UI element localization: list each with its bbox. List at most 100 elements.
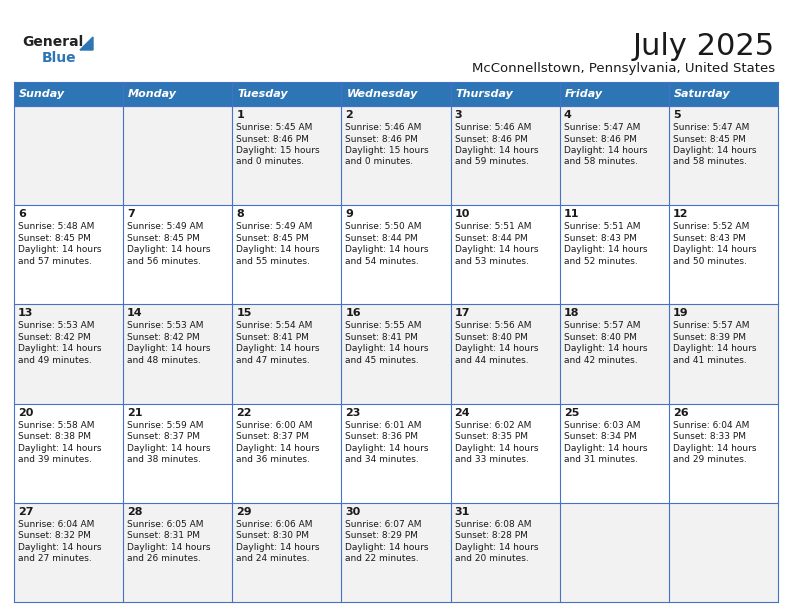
- Text: Sunday: Sunday: [19, 89, 65, 99]
- Text: and 0 minutes.: and 0 minutes.: [236, 157, 304, 166]
- Text: 23: 23: [345, 408, 361, 417]
- Text: and 22 minutes.: and 22 minutes.: [345, 554, 419, 563]
- Text: Sunrise: 5:54 AM: Sunrise: 5:54 AM: [236, 321, 313, 330]
- Text: Sunset: 8:28 PM: Sunset: 8:28 PM: [455, 531, 527, 540]
- Text: Daylight: 14 hours: Daylight: 14 hours: [236, 245, 320, 254]
- Text: Daylight: 14 hours: Daylight: 14 hours: [345, 444, 429, 453]
- Text: Daylight: 14 hours: Daylight: 14 hours: [564, 345, 647, 353]
- Text: 8: 8: [236, 209, 244, 219]
- Text: McConnellstown, Pennsylvania, United States: McConnellstown, Pennsylvania, United Sta…: [472, 62, 775, 75]
- Bar: [14, 106, 778, 205]
- Text: and 39 minutes.: and 39 minutes.: [18, 455, 92, 464]
- Text: Sunrise: 6:04 AM: Sunrise: 6:04 AM: [673, 420, 749, 430]
- Text: Sunrise: 6:07 AM: Sunrise: 6:07 AM: [345, 520, 422, 529]
- Text: Sunset: 8:32 PM: Sunset: 8:32 PM: [18, 531, 91, 540]
- Text: Sunrise: 5:51 AM: Sunrise: 5:51 AM: [455, 222, 531, 231]
- Text: Sunrise: 5:52 AM: Sunrise: 5:52 AM: [673, 222, 749, 231]
- Text: 13: 13: [18, 308, 33, 318]
- Text: 25: 25: [564, 408, 579, 417]
- Text: and 26 minutes.: and 26 minutes.: [128, 554, 201, 563]
- Text: Daylight: 14 hours: Daylight: 14 hours: [673, 146, 756, 155]
- Bar: [123, 82, 232, 106]
- Bar: [14, 503, 778, 602]
- Bar: [669, 82, 778, 106]
- Text: Sunset: 8:46 PM: Sunset: 8:46 PM: [345, 135, 418, 143]
- Text: Sunrise: 5:49 AM: Sunrise: 5:49 AM: [128, 222, 204, 231]
- Text: 10: 10: [455, 209, 470, 219]
- Text: Daylight: 14 hours: Daylight: 14 hours: [455, 245, 538, 254]
- Text: Sunrise: 6:01 AM: Sunrise: 6:01 AM: [345, 420, 422, 430]
- Text: Daylight: 14 hours: Daylight: 14 hours: [18, 444, 101, 453]
- Text: 26: 26: [673, 408, 688, 417]
- Text: 9: 9: [345, 209, 353, 219]
- Bar: [341, 82, 451, 106]
- Text: Sunrise: 6:08 AM: Sunrise: 6:08 AM: [455, 520, 531, 529]
- Text: Daylight: 14 hours: Daylight: 14 hours: [673, 245, 756, 254]
- Text: Sunrise: 6:04 AM: Sunrise: 6:04 AM: [18, 520, 94, 529]
- Text: and 31 minutes.: and 31 minutes.: [564, 455, 638, 464]
- Text: Sunset: 8:42 PM: Sunset: 8:42 PM: [18, 333, 91, 342]
- Text: 6: 6: [18, 209, 26, 219]
- Text: Sunrise: 6:03 AM: Sunrise: 6:03 AM: [564, 420, 640, 430]
- Text: Sunset: 8:37 PM: Sunset: 8:37 PM: [236, 432, 310, 441]
- Text: and 44 minutes.: and 44 minutes.: [455, 356, 528, 365]
- Text: Daylight: 14 hours: Daylight: 14 hours: [128, 444, 211, 453]
- Text: Daylight: 14 hours: Daylight: 14 hours: [564, 444, 647, 453]
- Text: Sunset: 8:46 PM: Sunset: 8:46 PM: [564, 135, 637, 143]
- Text: Daylight: 14 hours: Daylight: 14 hours: [673, 345, 756, 353]
- Text: Sunset: 8:44 PM: Sunset: 8:44 PM: [345, 234, 418, 243]
- Text: Sunrise: 5:51 AM: Sunrise: 5:51 AM: [564, 222, 640, 231]
- Text: Daylight: 14 hours: Daylight: 14 hours: [18, 245, 101, 254]
- Text: Tuesday: Tuesday: [238, 89, 288, 99]
- Polygon shape: [80, 37, 93, 50]
- Text: Daylight: 14 hours: Daylight: 14 hours: [345, 245, 429, 254]
- Text: and 27 minutes.: and 27 minutes.: [18, 554, 92, 563]
- Text: Sunset: 8:45 PM: Sunset: 8:45 PM: [18, 234, 91, 243]
- Text: Friday: Friday: [565, 89, 603, 99]
- Text: Sunrise: 5:46 AM: Sunrise: 5:46 AM: [455, 123, 531, 132]
- Text: Sunset: 8:33 PM: Sunset: 8:33 PM: [673, 432, 746, 441]
- Text: Sunrise: 5:57 AM: Sunrise: 5:57 AM: [564, 321, 640, 330]
- Text: Sunset: 8:43 PM: Sunset: 8:43 PM: [673, 234, 746, 243]
- Text: Monday: Monday: [128, 89, 177, 99]
- Text: Wednesday: Wednesday: [346, 89, 418, 99]
- Text: Daylight: 14 hours: Daylight: 14 hours: [455, 444, 538, 453]
- Text: Sunset: 8:39 PM: Sunset: 8:39 PM: [673, 333, 746, 342]
- Text: 30: 30: [345, 507, 360, 517]
- Text: 28: 28: [128, 507, 143, 517]
- Bar: [560, 82, 669, 106]
- Text: Sunrise: 5:53 AM: Sunrise: 5:53 AM: [18, 321, 94, 330]
- Text: 2: 2: [345, 110, 353, 120]
- Text: Sunrise: 5:47 AM: Sunrise: 5:47 AM: [673, 123, 749, 132]
- Text: and 49 minutes.: and 49 minutes.: [18, 356, 92, 365]
- Text: Sunset: 8:42 PM: Sunset: 8:42 PM: [128, 333, 200, 342]
- Text: and 53 minutes.: and 53 minutes.: [455, 256, 528, 266]
- Text: and 55 minutes.: and 55 minutes.: [236, 256, 310, 266]
- Text: Sunset: 8:37 PM: Sunset: 8:37 PM: [128, 432, 200, 441]
- Text: Sunrise: 5:59 AM: Sunrise: 5:59 AM: [128, 420, 204, 430]
- Text: Daylight: 15 hours: Daylight: 15 hours: [236, 146, 320, 155]
- Text: Sunset: 8:29 PM: Sunset: 8:29 PM: [345, 531, 418, 540]
- Text: Sunrise: 5:46 AM: Sunrise: 5:46 AM: [345, 123, 422, 132]
- Text: Sunset: 8:36 PM: Sunset: 8:36 PM: [345, 432, 418, 441]
- Text: Daylight: 14 hours: Daylight: 14 hours: [236, 345, 320, 353]
- Text: Sunset: 8:31 PM: Sunset: 8:31 PM: [128, 531, 200, 540]
- Text: 15: 15: [236, 308, 252, 318]
- Text: and 24 minutes.: and 24 minutes.: [236, 554, 310, 563]
- Text: Sunrise: 6:00 AM: Sunrise: 6:00 AM: [236, 420, 313, 430]
- Text: Daylight: 14 hours: Daylight: 14 hours: [236, 543, 320, 552]
- Text: 11: 11: [564, 209, 579, 219]
- Text: Sunrise: 5:45 AM: Sunrise: 5:45 AM: [236, 123, 313, 132]
- Text: Daylight: 14 hours: Daylight: 14 hours: [564, 146, 647, 155]
- Text: 20: 20: [18, 408, 33, 417]
- Text: Sunrise: 5:58 AM: Sunrise: 5:58 AM: [18, 420, 94, 430]
- Text: and 36 minutes.: and 36 minutes.: [236, 455, 310, 464]
- Text: Sunset: 8:30 PM: Sunset: 8:30 PM: [236, 531, 310, 540]
- Text: Sunset: 8:46 PM: Sunset: 8:46 PM: [236, 135, 309, 143]
- Text: Sunrise: 5:53 AM: Sunrise: 5:53 AM: [128, 321, 204, 330]
- Text: and 29 minutes.: and 29 minutes.: [673, 455, 747, 464]
- Text: Sunset: 8:45 PM: Sunset: 8:45 PM: [128, 234, 200, 243]
- Text: Saturday: Saturday: [674, 89, 730, 99]
- Text: 24: 24: [455, 408, 470, 417]
- Bar: [232, 82, 341, 106]
